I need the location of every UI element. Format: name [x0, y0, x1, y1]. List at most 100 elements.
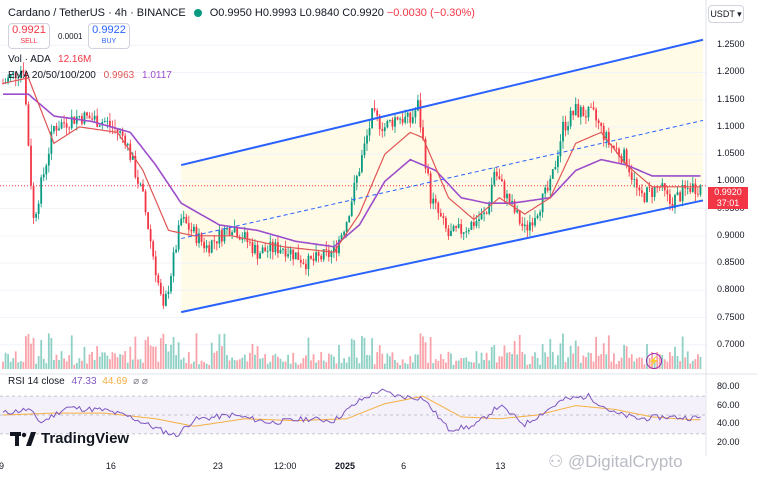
volume-bar	[399, 364, 401, 369]
currency-selector[interactable]: USDT ▾	[708, 5, 744, 23]
candle-body	[200, 233, 203, 242]
volume-bar	[618, 361, 620, 369]
candle-body	[131, 155, 134, 160]
candle-body	[58, 128, 60, 131]
volume-bar	[30, 343, 32, 369]
volume-bar	[218, 334, 221, 369]
volume-bar	[65, 361, 68, 369]
volume-bar	[226, 355, 228, 369]
candle-body	[149, 229, 152, 242]
ema-fast-line	[2, 77, 701, 253]
volume-bar	[391, 352, 394, 369]
candle-body	[172, 252, 175, 277]
volume-bar	[559, 343, 562, 369]
current-price-text: 0.9920	[714, 187, 742, 197]
volume-bar	[623, 344, 625, 369]
volume-bar	[251, 343, 254, 369]
volume-bar	[190, 363, 193, 369]
volume-bar	[501, 356, 503, 369]
volume-bar	[429, 337, 432, 369]
sell-label: SELL	[20, 38, 38, 45]
volume-bar	[358, 363, 361, 369]
volume-bar	[289, 363, 292, 369]
volume-bar	[4, 352, 7, 369]
rsi-legend[interactable]: RSI 14 close 47.33 44.69 ⌀ ⌀	[8, 376, 148, 387]
open-value: O0.9950	[209, 7, 252, 19]
volume-bar	[47, 333, 50, 369]
volume-bar	[602, 343, 605, 369]
volume-bar	[302, 358, 305, 369]
candle-body	[210, 240, 213, 253]
candle-body	[22, 70, 25, 73]
candle-body	[551, 169, 554, 179]
ohlc-values: O0.9950 H0.9993 L0.9840 C0.9920 −0.0030 (−0.…	[210, 7, 478, 19]
rsi-ma-line	[2, 395, 701, 427]
volume-bar	[564, 361, 567, 369]
candle-body	[669, 194, 671, 204]
volume-bar	[134, 336, 137, 369]
candle-body	[554, 167, 557, 170]
candle-body	[65, 123, 68, 128]
candle-body	[7, 77, 9, 83]
candle-body	[493, 171, 496, 185]
candle-body	[157, 275, 160, 283]
candle-body	[14, 72, 17, 79]
volume-bar	[198, 364, 200, 369]
volume-bar	[488, 360, 491, 369]
candle-body	[134, 155, 137, 178]
candle-body	[126, 143, 129, 146]
volume-bar	[478, 363, 480, 369]
candle-body	[473, 221, 475, 226]
ema-legend[interactable]: EMA 20/50/100/200 0.9963 1.0117	[8, 70, 172, 81]
candle-body	[70, 116, 73, 129]
volume-bar	[73, 364, 76, 369]
volume-bar	[297, 364, 300, 369]
candle-body	[557, 156, 559, 168]
volume-bar	[679, 361, 681, 369]
candle-body	[508, 193, 511, 204]
candle-body	[503, 181, 506, 199]
volume-bar	[103, 352, 106, 369]
buy-button[interactable]: 0.9922 BUY	[88, 23, 130, 49]
volume-bar	[274, 353, 277, 369]
volume-bar	[305, 355, 307, 369]
candle-body	[546, 187, 549, 191]
candle-body	[516, 210, 519, 213]
volume-bar	[9, 361, 12, 369]
candle-body	[249, 241, 251, 243]
volume-bar	[480, 352, 483, 369]
candle-body	[534, 218, 536, 226]
volume-bar	[585, 357, 587, 369]
volume-bar	[396, 362, 399, 369]
volume-bar	[529, 363, 531, 369]
volume-bar	[462, 358, 465, 369]
tradingview-wordmark: TradingView	[41, 430, 130, 447]
candle-body	[605, 132, 608, 141]
candle-body	[518, 210, 521, 224]
volume-bar	[277, 356, 279, 369]
volume-bar	[536, 357, 539, 369]
tradingview-logo[interactable]: TradingView	[10, 430, 129, 447]
sell-button[interactable]: 0.9921 SELL	[8, 23, 50, 49]
volume-bar	[14, 351, 17, 369]
grid	[0, 0, 757, 456]
volume-bar	[228, 360, 231, 369]
candle-body	[511, 200, 513, 204]
candle-body	[228, 227, 231, 236]
volume-bar	[386, 353, 389, 369]
candle-body	[399, 118, 401, 120]
volume-bar	[465, 357, 468, 369]
candle-body	[460, 224, 463, 234]
volume-legend[interactable]: Vol · ADA 12.16M	[8, 54, 91, 65]
volume-bar	[437, 360, 440, 369]
candle-body	[368, 128, 371, 136]
symbol-title[interactable]: Cardano / TetherUS · 4h · BINANCE	[8, 7, 186, 19]
candle-body	[623, 149, 625, 163]
lightning-icon[interactable]: ⚡	[646, 353, 662, 369]
candle-body	[480, 213, 483, 220]
volume-bar	[574, 340, 577, 369]
volume-bar	[126, 362, 129, 369]
candle-body	[45, 165, 48, 175]
rsi-pane	[0, 388, 706, 438]
